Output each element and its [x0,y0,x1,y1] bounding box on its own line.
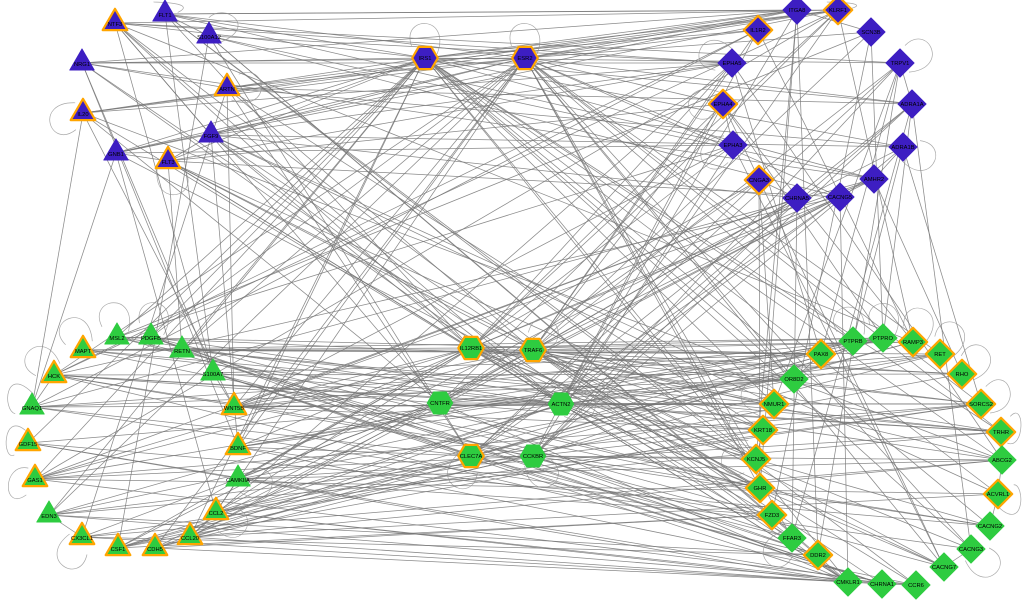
svg-text:TRAF6: TRAF6 [524,348,542,354]
svg-text:IRS1: IRS1 [419,56,432,62]
svg-text:CACNG7: CACNG7 [932,565,956,571]
svg-text:CACNG5: CACNG5 [828,195,852,201]
svg-text:GNAQ1: GNAQ1 [22,406,42,412]
svg-text:CX3CL1: CX3CL1 [71,536,93,542]
svg-text:ABCG2: ABCG2 [992,458,1012,464]
svg-text:BDNF: BDNF [230,446,246,452]
svg-text:ITGA8: ITGA8 [789,8,806,14]
svg-text:RAMP3: RAMP3 [903,340,923,346]
svg-text:FFAR3: FFAR3 [783,536,801,542]
svg-text:KRT18: KRT18 [754,428,772,434]
svg-text:DDR2: DDR2 [810,553,826,559]
svg-text:ACTN2: ACTN2 [551,402,570,408]
svg-text:PTPRO: PTPRO [873,336,893,342]
svg-text:CAMKIIA: CAMKIIA [226,478,250,484]
svg-text:FLT1: FLT1 [158,13,171,19]
svg-text:IL1R2: IL1R2 [750,28,765,34]
svg-text:CHRNA1: CHRNA1 [870,582,894,588]
svg-text:CNGA3: CNGA3 [749,178,769,184]
svg-text:GAS1: GAS1 [27,478,42,484]
svg-text:S100A12: S100A12 [197,35,221,41]
svg-text:FGF9: FGF9 [204,134,219,140]
svg-text:RETN: RETN [174,349,190,355]
svg-text:CCL20: CCL20 [181,536,199,542]
svg-text:TRPV1: TRPV1 [891,61,910,67]
svg-text:GNB1: GNB1 [108,152,124,158]
svg-text:EDN3: EDN3 [41,514,56,520]
svg-text:S100A7: S100A7 [203,372,224,378]
svg-text:ADRA1B: ADRA1B [891,145,914,151]
svg-text:MAPT: MAPT [75,349,92,355]
svg-text:PAX8: PAX8 [814,352,828,358]
svg-text:CHRNA5: CHRNA5 [785,196,809,202]
svg-text:PDGFB: PDGFB [141,336,161,342]
svg-text:RHO: RHO [956,372,969,378]
svg-text:ADRA1A: ADRA1A [900,102,923,108]
svg-text:HCK: HCK [48,374,60,380]
svg-text:KLRF1: KLRF1 [829,8,847,14]
svg-text:EPHA3: EPHA3 [723,143,742,149]
svg-text:RET: RET [934,352,946,358]
svg-text:WNT5B: WNT5B [224,406,244,412]
svg-text:CCL2: CCL2 [209,511,224,517]
svg-text:CNTFR: CNTFR [430,401,450,407]
svg-text:CDH5: CDH5 [147,547,163,553]
svg-text:EPHA5: EPHA5 [722,61,741,67]
svg-text:GHR: GHR [754,486,767,492]
svg-text:AMHR2: AMHR2 [864,177,884,183]
svg-text:CSF1: CSF1 [111,547,126,553]
svg-text:IL12RB1: IL12RB1 [460,346,483,352]
svg-text:MSL2: MSL2 [109,336,124,342]
svg-text:ARTN: ARTN [219,87,235,93]
svg-text:CMKLR1: CMKLR1 [836,580,860,586]
svg-text:NRG1: NRG1 [74,62,90,68]
svg-text:ACVRL1: ACVRL1 [987,492,1010,498]
svg-text:CLEC7A: CLEC7A [460,454,483,460]
svg-text:GDF15: GDF15 [19,442,38,448]
svg-text:NTF3: NTF3 [108,22,123,28]
svg-text:IL20: IL20 [77,112,88,118]
svg-text:KCNJ5: KCNJ5 [747,457,765,463]
svg-text:ESR2: ESR2 [517,56,532,62]
svg-text:FZD3: FZD3 [765,513,780,519]
svg-text:SCN3B: SCN3B [861,30,880,36]
svg-text:EPHA4: EPHA4 [713,102,733,108]
svg-text:TRHR: TRHR [993,430,1009,436]
svg-text:CACNG3: CACNG3 [959,547,983,553]
svg-text:OR8D2: OR8D2 [784,377,803,383]
svg-text:PTPRB: PTPRB [843,339,862,345]
svg-text:FLT3: FLT3 [161,160,174,166]
svg-text:SORCS2: SORCS2 [969,402,993,408]
svg-text:NMUR1: NMUR1 [764,402,785,408]
svg-text:CACNG2: CACNG2 [978,524,1002,530]
svg-text:CCR6: CCR6 [908,583,924,589]
svg-text:CCKBR: CCKBR [523,454,543,460]
